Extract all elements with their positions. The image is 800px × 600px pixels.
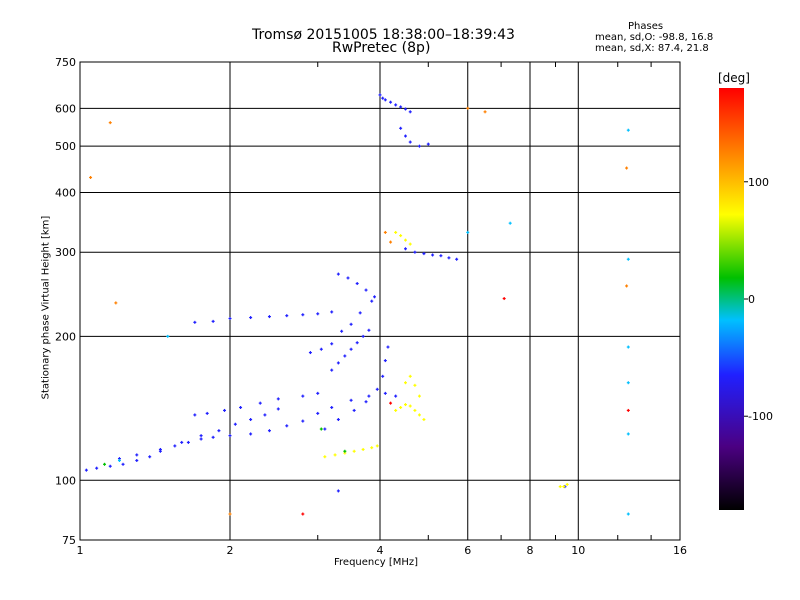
x-tick-label: 2 <box>227 544 234 557</box>
x-tick-label: 1 <box>77 544 84 557</box>
x-tick-label: 10 <box>571 544 585 557</box>
plot-frame <box>79 61 681 541</box>
y-tick-label: 400 <box>55 186 76 199</box>
y-tick-label: 750 <box>55 56 76 69</box>
x-axis-label: Frequency [MHz] <box>334 557 419 568</box>
y-tick-labels: 75 100 200 300 400 500 600 750 <box>55 56 76 547</box>
chart-title: Tromsø 20151005 18:38:00–18:39:43 <box>252 27 515 43</box>
phases-o-mode: mean, sd,O: -98.8, 16.8 <box>595 32 714 43</box>
colorbar <box>719 88 744 510</box>
x-tick-label: 16 <box>673 544 687 557</box>
phases-title: Phases <box>628 21 664 32</box>
colorbar-label: [deg] <box>718 71 750 85</box>
x-tick-label: 8 <box>527 544 534 557</box>
x-tick-labels: 1 2 4 6 8 10 16 <box>77 544 688 557</box>
y-tick-label: 75 <box>62 534 76 547</box>
y-tick-label: 600 <box>55 102 76 115</box>
y-tick-label: 200 <box>55 330 76 343</box>
data-points <box>84 93 630 516</box>
x-tick-label: 6 <box>464 544 471 557</box>
y-tick-label: 100 <box>55 474 76 487</box>
x-tick-label: 4 <box>377 544 384 557</box>
y-tick-label: 300 <box>55 246 76 259</box>
phases-x-mode: mean, sd,X: 87.4, 21.8 <box>595 43 709 54</box>
colorbar-tick-label: 100 <box>748 176 769 189</box>
colorbar-tick-label: -100 <box>748 410 773 423</box>
y-tick-label: 500 <box>55 140 76 153</box>
grid-lines <box>80 62 680 540</box>
chart-subtitle: RwPretec (8p) <box>332 40 431 56</box>
colorbar-ticks: 100 0 -100 <box>744 176 773 423</box>
colorbar-tick-label: 0 <box>748 293 755 306</box>
